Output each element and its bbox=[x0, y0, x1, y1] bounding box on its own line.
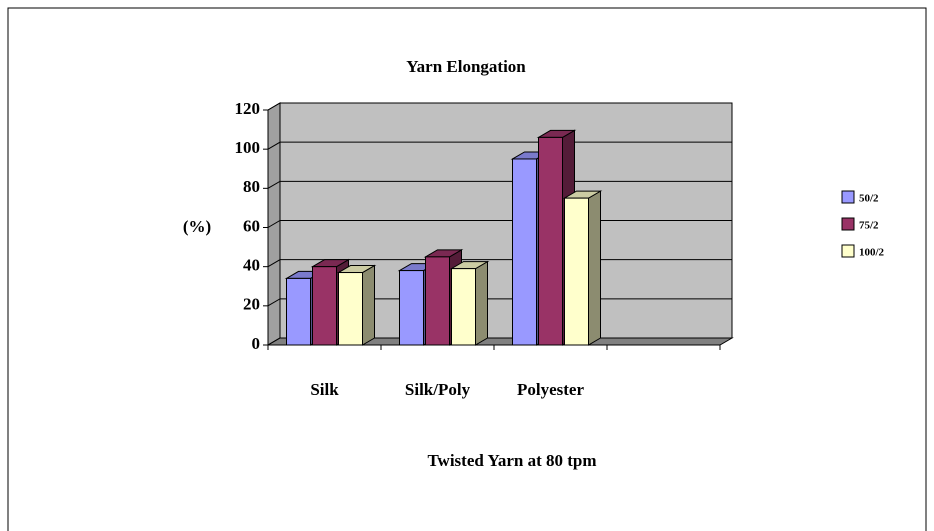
bar-front bbox=[425, 256, 450, 346]
bar-side bbox=[475, 260, 488, 346]
bar-front bbox=[512, 158, 537, 346]
bar-side bbox=[588, 190, 601, 346]
bar-front bbox=[399, 270, 424, 346]
legend-label: 75/2 bbox=[859, 220, 879, 232]
y-tick-label: 20 bbox=[243, 295, 260, 314]
y-axis-label: (%) bbox=[183, 217, 211, 236]
x-tick-label: Silk bbox=[310, 380, 339, 399]
x-tick-label: Polyester bbox=[517, 380, 584, 399]
bar bbox=[449, 260, 490, 346]
y-tick-label: 80 bbox=[243, 177, 260, 196]
bar bbox=[562, 190, 603, 346]
bar-front bbox=[538, 136, 563, 346]
y-tick-label: 120 bbox=[235, 99, 261, 118]
x-tick-label: Silk/Poly bbox=[405, 380, 471, 399]
y-tick-label: 40 bbox=[243, 256, 260, 275]
grid-line bbox=[267, 180, 732, 189]
legend-swatch bbox=[841, 190, 855, 204]
legend-label: 50/2 bbox=[859, 193, 879, 205]
bar-side bbox=[362, 264, 375, 346]
bar-front bbox=[564, 197, 589, 346]
x-axis-label: Twisted Yarn at 80 tpm bbox=[427, 451, 596, 470]
bar-front bbox=[338, 272, 363, 346]
y-tick-label: 60 bbox=[243, 216, 260, 235]
legend-label: 100/2 bbox=[859, 247, 885, 259]
grid-line bbox=[267, 141, 732, 150]
grid-line bbox=[267, 102, 732, 111]
bar-front bbox=[286, 277, 311, 346]
bar-front bbox=[312, 266, 337, 346]
bar bbox=[336, 264, 377, 346]
y-tick-label: 100 bbox=[235, 138, 261, 157]
legend-swatch bbox=[841, 244, 855, 258]
chart-frame bbox=[7, 7, 927, 531]
chart-title: Yarn Elongation bbox=[406, 57, 526, 76]
y-tick-label: 0 bbox=[252, 334, 261, 353]
legend-swatch bbox=[841, 217, 855, 231]
bar-front bbox=[451, 268, 476, 346]
